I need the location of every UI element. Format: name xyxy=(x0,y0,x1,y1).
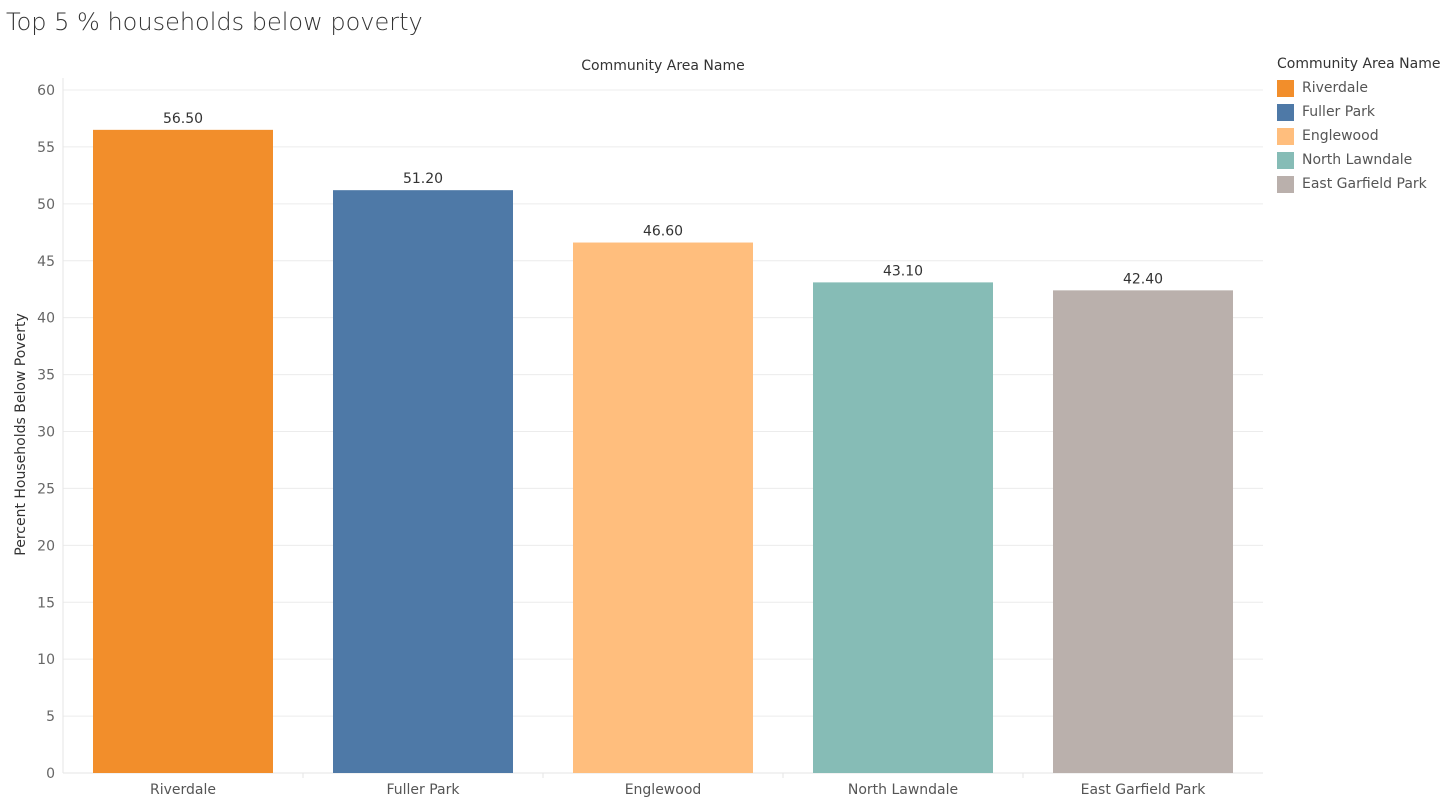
y-tick-label: 50 xyxy=(37,197,55,213)
y-tick-label: 15 xyxy=(37,595,55,611)
chart-title: Top 5 % households below poverty xyxy=(6,8,423,36)
legend-swatch xyxy=(1277,79,1294,97)
y-tick-label: 10 xyxy=(37,652,55,668)
legend-label: Riverdale xyxy=(1302,80,1368,96)
legend-label: North Lawndale xyxy=(1302,152,1413,168)
y-tick-label: 30 xyxy=(37,425,55,441)
y-tick-label: 25 xyxy=(37,481,55,497)
data-label: 42.40 xyxy=(1123,271,1163,287)
data-label: 46.60 xyxy=(643,224,683,240)
x-tick-label: Englewood xyxy=(625,782,702,798)
y-axis-label: Percent Households Below Poverty xyxy=(13,313,29,555)
data-label: 56.50 xyxy=(163,111,203,127)
legend: Community Area Name Riverdale Fuller Park… xyxy=(1277,56,1440,196)
y-tick-label: 20 xyxy=(37,538,55,554)
legend-label: Fuller Park xyxy=(1302,104,1376,120)
bar-chart: Community Area Name 0 5 10 15 20 25 30 35 40 45 50 5… xyxy=(13,58,1263,798)
legend-label: East Garfield Park xyxy=(1302,176,1427,192)
legend-swatch xyxy=(1277,175,1294,193)
x-tick-label: East Garfield Park xyxy=(1081,782,1207,798)
data-label: 51.20 xyxy=(403,171,443,187)
y-tick-label: 55 xyxy=(37,140,55,156)
legend-swatch xyxy=(1277,103,1294,121)
legend-item: North Lawndale xyxy=(1277,148,1440,172)
legend-item: Englewood xyxy=(1277,124,1440,148)
data-label: 43.10 xyxy=(883,263,923,279)
y-tick-label: 0 xyxy=(46,766,55,782)
x-tick-label: North Lawndale xyxy=(848,782,958,798)
x-tick-label: Riverdale xyxy=(150,782,216,798)
bar-fuller-park xyxy=(333,190,513,773)
legend-swatch xyxy=(1277,127,1294,145)
legend-item: East Garfield Park xyxy=(1277,172,1440,196)
bar-riverdale xyxy=(93,129,273,773)
bar-north-lawndale xyxy=(813,282,993,773)
legend-items: Riverdale Fuller Park Englewood North Lawnd… xyxy=(1277,76,1440,196)
legend-item: Fuller Park xyxy=(1277,100,1440,124)
y-tick-label: 45 xyxy=(37,254,55,270)
bar-englewood xyxy=(573,242,753,773)
bar-east-garfield-park xyxy=(1053,290,1233,773)
y-tick-label: 5 xyxy=(46,709,55,725)
x-tick-label: Fuller Park xyxy=(386,782,460,798)
y-tick-label: 40 xyxy=(37,311,55,327)
y-tick-label: 35 xyxy=(37,368,55,384)
legend-title: Community Area Name xyxy=(1277,56,1441,72)
legend-item: Riverdale xyxy=(1277,76,1440,100)
y-tick-label: 60 xyxy=(37,83,55,99)
column-header: Community Area Name xyxy=(581,58,744,74)
legend-label: Englewood xyxy=(1302,128,1379,144)
legend-swatch xyxy=(1277,151,1294,169)
